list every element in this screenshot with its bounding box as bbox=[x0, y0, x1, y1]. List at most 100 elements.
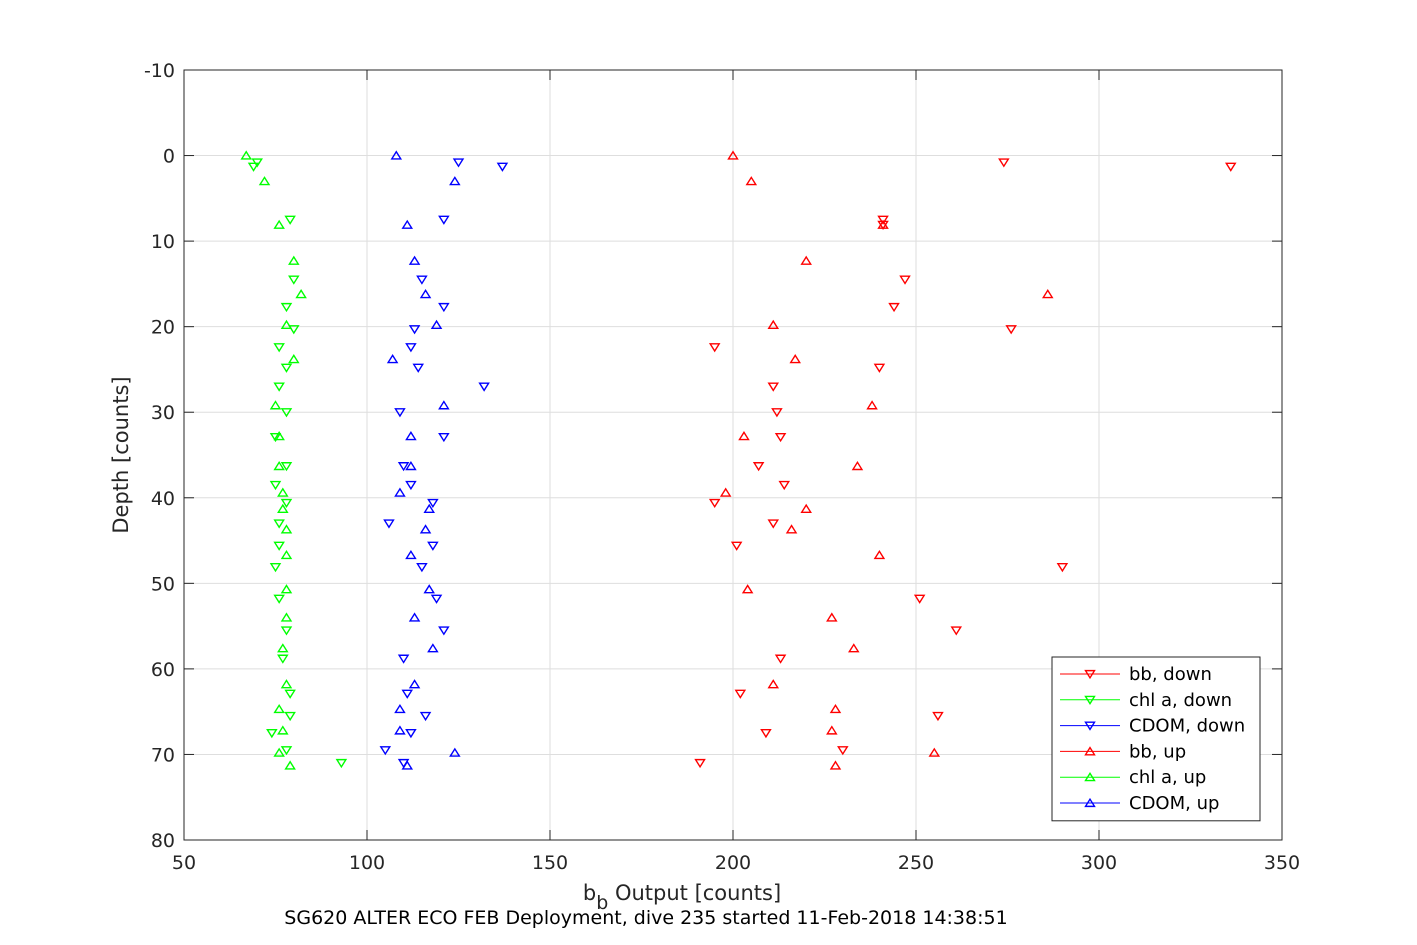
data-point bbox=[284, 689, 296, 699]
legend-marker bbox=[1084, 695, 1096, 705]
legend-label: chl a, up bbox=[1129, 767, 1206, 788]
data-point bbox=[284, 760, 296, 770]
data-point bbox=[269, 563, 282, 573]
data-point bbox=[708, 498, 721, 509]
data-point bbox=[401, 219, 414, 229]
data-point bbox=[273, 747, 285, 757]
data-point bbox=[273, 219, 285, 229]
data-point bbox=[738, 431, 750, 441]
data-point bbox=[412, 363, 425, 373]
y-tick-label: 60 bbox=[151, 659, 175, 681]
data-point bbox=[401, 689, 414, 699]
data-point bbox=[1005, 325, 1017, 335]
data-point bbox=[734, 689, 747, 699]
legend-marker bbox=[1084, 772, 1096, 782]
data-point bbox=[280, 408, 293, 418]
data-point bbox=[284, 711, 296, 722]
data-point bbox=[280, 319, 293, 330]
legend-item: CDOM, down bbox=[1060, 716, 1245, 737]
data-point bbox=[829, 703, 842, 714]
data-point bbox=[269, 432, 282, 443]
y-tick-label: 80 bbox=[151, 830, 175, 852]
data-point bbox=[438, 400, 450, 410]
data-point bbox=[394, 408, 406, 418]
data-point bbox=[438, 626, 450, 636]
data-point bbox=[269, 480, 282, 491]
legend-marker bbox=[1084, 721, 1096, 731]
legend-label: CDOM, up bbox=[1129, 793, 1219, 814]
data-point bbox=[741, 584, 754, 594]
data-point bbox=[273, 382, 285, 392]
y-tick-label: 50 bbox=[151, 573, 175, 595]
series-bb-up bbox=[719, 150, 1054, 770]
data-point bbox=[273, 519, 285, 529]
data-point bbox=[1224, 162, 1237, 172]
series-cdom-up bbox=[386, 150, 461, 770]
data-point bbox=[496, 162, 509, 172]
data-point bbox=[767, 679, 780, 689]
legend-items: bb, down chl a, down CDOM, down bb, up chl a… bbox=[1060, 664, 1245, 814]
data-markers bbox=[240, 150, 1237, 770]
y-tick-label: 20 bbox=[151, 317, 175, 339]
data-point bbox=[851, 460, 864, 471]
legend-label: chl a, down bbox=[1129, 690, 1232, 711]
data-point bbox=[873, 363, 886, 373]
legend-label: bb, up bbox=[1129, 741, 1186, 762]
data-point bbox=[730, 541, 743, 551]
figure-caption: SG620 ALTER ECO FEB Deployment, dive 235… bbox=[284, 907, 1007, 929]
data-point bbox=[335, 758, 348, 769]
data-point bbox=[760, 728, 772, 739]
data-point bbox=[888, 302, 900, 313]
data-point bbox=[837, 746, 849, 756]
series-chl-a-down bbox=[247, 158, 348, 769]
data-point bbox=[928, 747, 941, 757]
data-point bbox=[280, 524, 293, 534]
data-point bbox=[240, 150, 252, 160]
data-point bbox=[383, 519, 395, 529]
data-point bbox=[405, 549, 417, 560]
legend-box bbox=[1051, 656, 1261, 822]
x-tick-label: 150 bbox=[532, 852, 568, 874]
data-point bbox=[416, 563, 428, 573]
data-point bbox=[427, 643, 439, 653]
data-point bbox=[848, 643, 860, 653]
series-chl-a-up bbox=[240, 150, 307, 770]
data-point bbox=[288, 275, 300, 285]
data-point bbox=[430, 319, 443, 330]
data-point bbox=[438, 215, 450, 225]
data-point bbox=[295, 289, 307, 299]
data-point bbox=[266, 728, 278, 739]
data-point bbox=[449, 747, 461, 757]
data-point bbox=[1041, 289, 1054, 299]
data-point bbox=[826, 725, 838, 735]
x-tick-label: 100 bbox=[349, 852, 385, 874]
data-point bbox=[449, 176, 461, 186]
data-point bbox=[826, 612, 838, 622]
x-tick-label: 250 bbox=[898, 852, 934, 874]
data-point bbox=[280, 626, 293, 636]
legend-label: CDOM, down bbox=[1129, 716, 1245, 737]
data-point bbox=[785, 524, 798, 534]
legend: bb, down chl a, down CDOM, down bb, up chl a… bbox=[1051, 656, 1261, 822]
data-point bbox=[873, 549, 886, 560]
data-point bbox=[419, 289, 432, 299]
data-point bbox=[708, 343, 721, 353]
data-point bbox=[771, 408, 783, 418]
data-point bbox=[288, 325, 300, 335]
data-point bbox=[789, 354, 801, 364]
data-point bbox=[280, 302, 293, 313]
data-point bbox=[727, 150, 739, 160]
data-point bbox=[408, 325, 421, 335]
data-point bbox=[397, 462, 410, 472]
data-point bbox=[430, 594, 443, 604]
data-point bbox=[800, 503, 812, 513]
data-point bbox=[774, 432, 787, 443]
data-point bbox=[394, 725, 406, 735]
data-point bbox=[273, 460, 285, 471]
data-point bbox=[405, 728, 417, 739]
y-tick-label: -10 bbox=[144, 60, 175, 82]
legend-marker bbox=[1084, 797, 1096, 808]
data-point bbox=[778, 480, 791, 491]
y-axis-label: Depth [counts] bbox=[109, 376, 133, 533]
data-point bbox=[277, 643, 289, 653]
